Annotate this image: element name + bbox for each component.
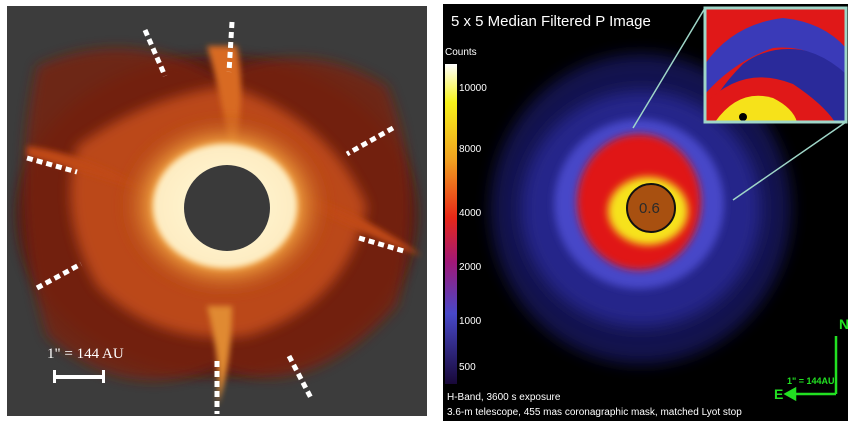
scale-bar [53,375,105,379]
compass-east: E [774,386,784,402]
colorbar-tick: 8000 [459,144,482,155]
compass-north: N [839,316,848,332]
image-title: 5 x 5 Median Filtered P Image [451,13,651,30]
coronagraph-mask [626,183,676,233]
colorbar-tick: 2000 [459,262,482,273]
mask-label: 0.6 [639,200,660,217]
colorbar-tick: 500 [459,362,476,373]
compass [783,336,838,402]
caption-line-2: 3.6-m telescope, 455 mas coronagraphic m… [447,407,742,418]
caption-line-1: H-Band, 3600 s exposure [447,392,561,403]
dashed-markers [26,21,408,414]
disk-image-left: 1" = 144 AU [7,6,427,416]
scale-label: 1" = 144 AU [47,346,124,362]
polarization-graphic [443,4,848,421]
colorbar-title: Counts [445,47,477,58]
compass-scale: 1" = 144AU [787,376,835,386]
polarization-image-right: 5 x 5 Median Filtered P Image Counts 100… [443,4,848,421]
disk-image-graphic [7,6,427,416]
occulting-mask [184,165,270,251]
colorbar-tick: 10000 [459,83,487,94]
zoom-inset [703,6,848,124]
colorbar-tick: 1000 [459,316,482,327]
colorbar [445,64,457,384]
colorbar-tick: 4000 [459,208,482,219]
